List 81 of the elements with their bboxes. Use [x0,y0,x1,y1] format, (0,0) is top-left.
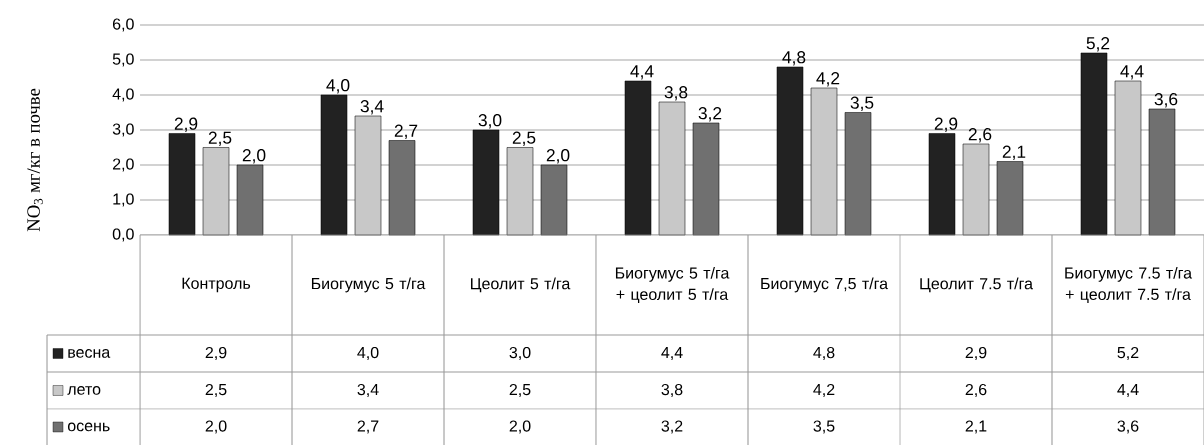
bar [320,94,348,236]
legend-label: лето [67,386,101,395]
data-label: 2,1 [965,420,987,434]
data-label: 2,9 [965,346,987,361]
text: 2,5 [512,131,536,146]
x-tick-label: Биогумус 5 т/га [311,277,426,293]
bar [236,164,264,236]
data-label: 2,0 [509,420,531,434]
data-label: 2,5 [205,383,227,398]
bar [202,147,230,236]
text: 2,6 [968,128,992,143]
y-tick-label: 0,0 [112,228,134,242]
data-label: 3,8 [661,383,683,398]
legend-label: осень [67,422,110,432]
bar [472,129,500,236]
data-label: 2,7 [357,420,379,434]
data-label: 3,2 [661,420,683,434]
text: 3,2 [698,107,722,122]
text: 5,2 [1086,37,1110,52]
data-label: 4,4 [661,346,683,361]
x-tick-label: Биогумус 7,5 т/га [761,277,889,293]
data-label: 3,4 [357,383,379,398]
text: 4,4 [1120,65,1144,80]
bar [1148,108,1176,236]
data-label: 2,0 [205,420,227,434]
text: 3,6 [1154,93,1178,108]
text: 4,0 [326,79,350,94]
bar [1114,80,1142,236]
data-label: 4,0 [357,346,379,361]
y-tick-label: 1,0 [113,193,134,207]
text: 4,4 [630,65,654,80]
text: 4,8 [782,51,806,66]
data-label: 3,5 [813,420,835,434]
text: 3,8 [664,86,688,101]
text: 3,0 [478,114,502,129]
text: 2,7 [394,124,418,139]
text: 3,5 [850,96,874,111]
data-label: 5,2 [1117,346,1139,361]
data-label: 4,2 [813,383,835,398]
x-tick-label: Цеолит 7.5 т/га [920,277,1033,293]
bar [506,147,534,236]
data-label: 2,9 [205,346,227,361]
data-label: 3,0 [509,346,531,361]
text: 3,4 [360,100,384,115]
x-tick-label: Биогумус 5 т/га + цеолит 5 т/га [615,266,730,304]
x-tick-label: Контроль [182,277,251,293]
bar [168,133,196,236]
y-tick-label: 6,0 [112,18,134,32]
data-label: 2,6 [965,383,987,398]
bar [844,112,872,236]
data-label: 4,8 [813,346,835,361]
text: 2,5 [208,131,232,146]
x-tick-label: Биогумус 7.5 т/га + цеолит 7.5 т/га [1065,266,1193,304]
text: 4,2 [816,72,840,87]
data-label: 4,4 [1117,383,1139,398]
y-tick-label: 5,0 [112,53,134,67]
text: 2,9 [934,117,958,132]
y-tick-label: 3,0 [112,123,134,137]
bar [624,80,652,236]
text: 2,0 [242,149,266,164]
x-tick-label: Цеолит 5 т/га [471,277,571,293]
data-label: 2,5 [509,383,531,398]
y-tick-label: 2,0 [112,158,134,172]
bar [354,115,382,236]
bar [776,66,804,236]
text: 2,9 [174,117,198,132]
data-label: 3,6 [1117,420,1139,434]
bar [540,164,568,236]
bar [996,161,1024,236]
bar [388,140,416,236]
y-axis-title: NO$_{3}$ мг/кг в почве [27,88,43,232]
bar [962,143,990,236]
legend-label: весна [68,349,111,358]
bar [658,101,686,236]
text: 2,0 [546,149,570,164]
bar [810,87,838,236]
bar [692,122,720,236]
text: 2,1 [1002,145,1026,160]
bar [928,133,956,236]
bar [1080,52,1108,236]
y-tick-label: 4,0 [112,88,134,102]
